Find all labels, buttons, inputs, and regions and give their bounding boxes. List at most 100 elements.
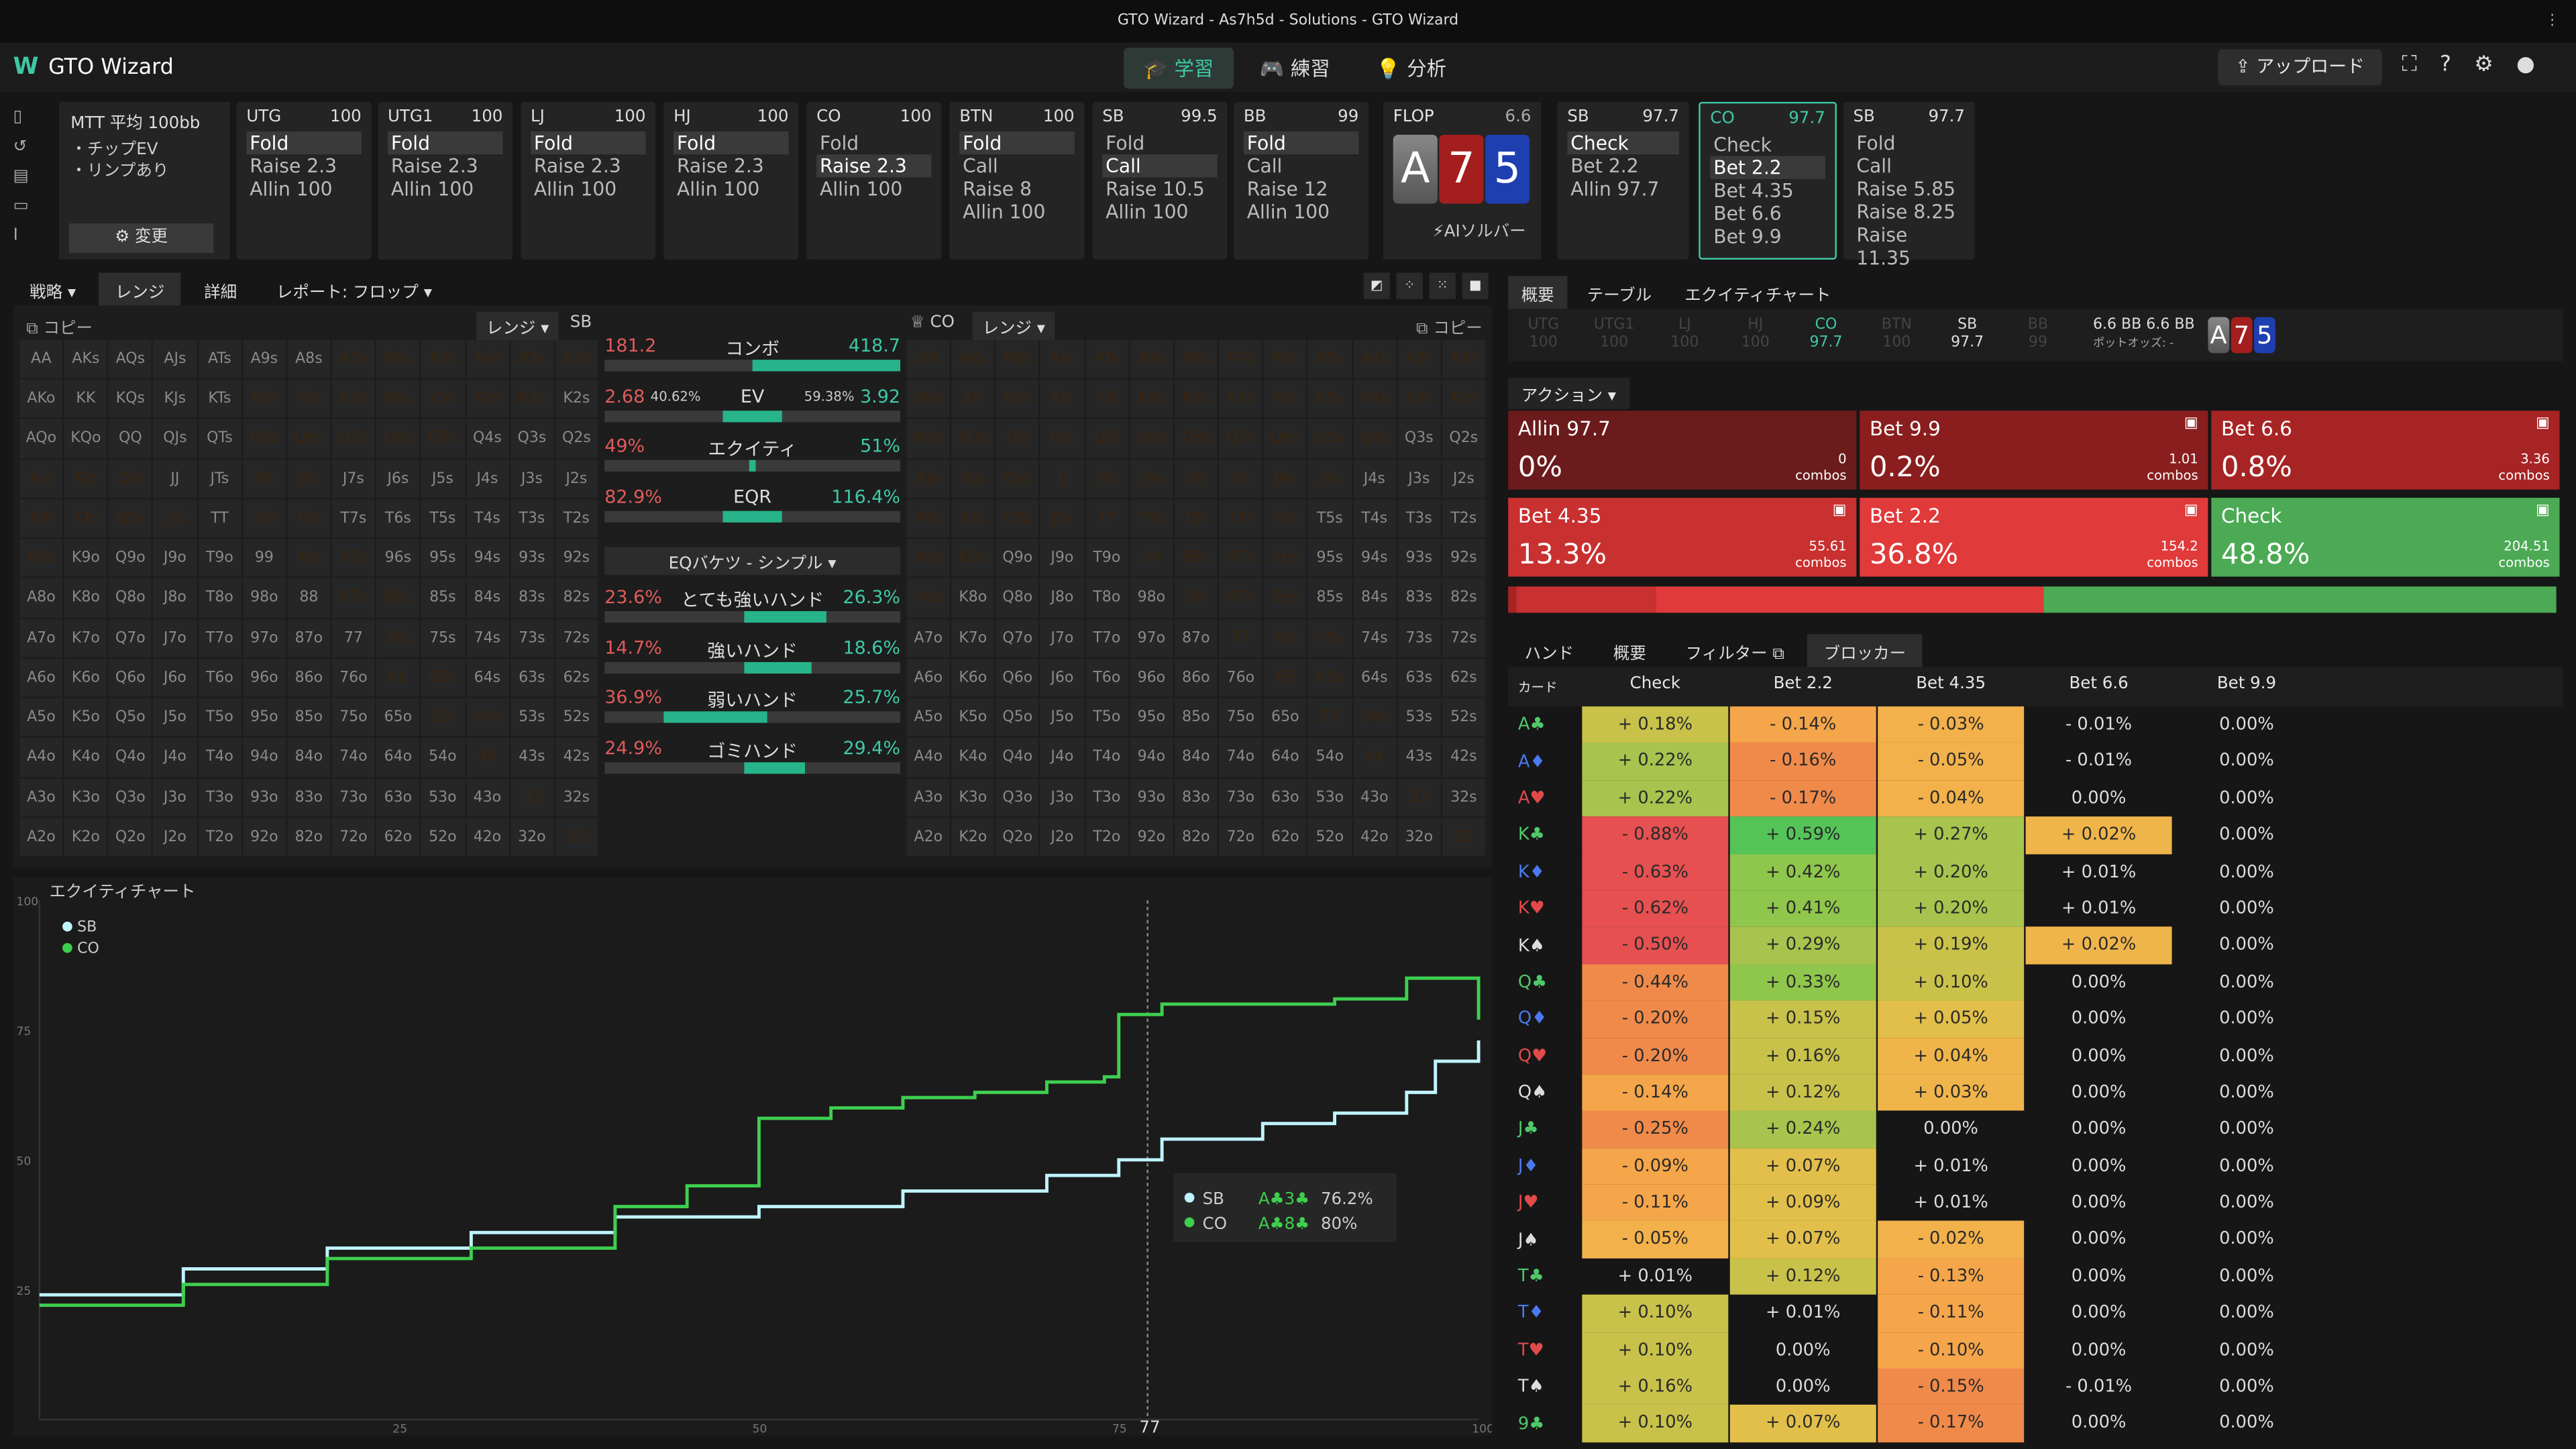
range-cell[interactable]: A3s	[1397, 339, 1441, 378]
range-cell[interactable]: T3s	[1397, 499, 1441, 538]
range-cell[interactable]: A5s	[1308, 339, 1352, 378]
range-cell[interactable]: 74s	[1352, 619, 1396, 657]
range-cell[interactable]: 85o	[287, 698, 331, 737]
range-cell[interactable]: 73o	[1219, 777, 1263, 816]
range-cell[interactable]: A3o	[906, 777, 950, 816]
range-cell[interactable]: K6s	[1263, 380, 1307, 419]
range-cell[interactable]: A5o	[906, 698, 950, 737]
range-cell[interactable]: J8s	[1174, 459, 1218, 498]
action-box-2[interactable]: Bet 6.6 0.8% 3.36 combos ▣	[2211, 411, 2560, 490]
range-cell[interactable]: 86s	[1263, 578, 1307, 617]
range-cell[interactable]: 53s	[1397, 698, 1441, 737]
range-cell[interactable]: 53s	[510, 698, 553, 737]
help-icon[interactable]: ?	[2440, 52, 2451, 78]
range-cell[interactable]: 94o	[1130, 738, 1173, 777]
range-cell[interactable]: Q8s	[287, 419, 331, 458]
range-cell[interactable]: 66	[1263, 658, 1307, 697]
range-cell[interactable]: 44	[466, 738, 509, 777]
range-cell[interactable]: J2o	[153, 818, 197, 856]
range-cell[interactable]: J5s	[421, 459, 464, 498]
action-option[interactable]: Raise 8.25	[1856, 200, 1956, 224]
range-cell[interactable]: QQ	[996, 419, 1039, 458]
range-cell[interactable]: 83s	[1397, 578, 1441, 617]
range-cell[interactable]: QTs	[198, 419, 241, 458]
range-cell[interactable]: 75o	[331, 698, 375, 737]
range-cell[interactable]: JTo	[1040, 499, 1084, 538]
range-cell[interactable]: 83o	[287, 777, 331, 816]
range-cell[interactable]: J8o	[153, 578, 197, 617]
text-icon[interactable]: Ⅰ	[13, 226, 18, 245]
range-cell[interactable]: T9o	[198, 539, 241, 578]
range-cell[interactable]: K8s	[287, 380, 331, 419]
gear-icon[interactable]: ⚙	[2474, 52, 2493, 78]
range-cell[interactable]: AKo	[906, 380, 950, 419]
range-cell[interactable]: A8o	[906, 578, 950, 617]
range-cell[interactable]: J2o	[1040, 818, 1084, 856]
position-chip-utg[interactable]: UTG 100	[1508, 317, 1578, 354]
range-cell[interactable]: T8o	[1085, 578, 1128, 617]
position-card-bb[interactable]: BB 99 Fold Call Raise 12 Allin 100	[1234, 101, 1369, 260]
range-cell[interactable]: 32o	[510, 818, 553, 856]
range-cell[interactable]: 88	[1174, 578, 1218, 617]
range-cell[interactable]: 87s	[331, 578, 375, 617]
layout-grid-icon[interactable]: ⁙	[1429, 272, 1456, 299]
range-cell[interactable]: A9s	[242, 339, 286, 378]
layout-single-icon[interactable]: ■	[1462, 272, 1489, 299]
range-cell[interactable]: T4o	[1085, 738, 1128, 777]
range-cell[interactable]: 76s	[1263, 619, 1307, 657]
action-option[interactable]: Raise 2.3	[250, 154, 337, 178]
position-card-btn[interactable]: BTN 100 Fold Call Raise 8 Allin 100	[949, 101, 1085, 260]
range-cell[interactable]: 97s	[1219, 539, 1263, 578]
range-cell[interactable]: 77	[331, 619, 375, 657]
range-cell[interactable]: A4o	[906, 738, 950, 777]
tab-overview[interactable]: 概要	[1508, 276, 1568, 311]
expand-icon[interactable]: ▣	[2184, 415, 2198, 433]
action-option[interactable]: Bet 6.6	[1713, 202, 1782, 225]
range-cell[interactable]: 65s	[421, 658, 464, 697]
tab-hands[interactable]: ハンド	[1508, 634, 1590, 668]
range-cell[interactable]: QJs	[153, 419, 197, 458]
range-cell[interactable]: K4o	[64, 738, 107, 777]
action-option[interactable]: Fold	[959, 131, 1075, 155]
range-cell[interactable]: 98o	[1130, 578, 1173, 617]
range-cell[interactable]: 84s	[466, 578, 509, 617]
range-cell[interactable]: 63o	[376, 777, 420, 816]
action-option[interactable]: Fold	[531, 131, 646, 155]
range-cell[interactable]: A4s	[1352, 339, 1396, 378]
range-cell[interactable]: 93s	[1397, 539, 1441, 578]
range-cell[interactable]: K5o	[951, 698, 995, 737]
range-cell[interactable]: 22	[1442, 818, 1485, 856]
range-cell[interactable]: 84o	[1174, 738, 1218, 777]
range-cell[interactable]: KK	[951, 380, 995, 419]
layout-small-grid-icon[interactable]: ⁘	[1396, 272, 1423, 299]
blocker-row[interactable]: Q♥ - 0.20% + 0.16% + 0.04% 0.00% 0.00%	[1508, 1037, 2563, 1075]
tab-report[interactable]: レポート: フロップ ▾	[276, 284, 433, 303]
range-cell[interactable]: 95o	[242, 698, 286, 737]
range-cell[interactable]: Q9o	[996, 539, 1039, 578]
range-cell[interactable]: T5o	[198, 698, 241, 737]
range-cell[interactable]: 62o	[376, 818, 420, 856]
range-cell[interactable]: 75o	[1219, 698, 1263, 737]
action-option[interactable]: Allin 100	[963, 200, 1046, 224]
range-cell[interactable]: 22	[555, 818, 598, 856]
range-cell[interactable]: 43o	[1352, 777, 1396, 816]
range-cell[interactable]: Q2s	[1442, 419, 1485, 458]
range-cell[interactable]: J5o	[153, 698, 197, 737]
blocker-row[interactable]: K♠ - 0.50% + 0.29% + 0.19% + 0.02% 0.00%	[1508, 927, 2563, 964]
range-cell[interactable]: A7o	[906, 619, 950, 657]
range-cell[interactable]: 65s	[1308, 658, 1352, 697]
range-cell[interactable]: 84s	[1352, 578, 1396, 617]
postflop-card-2[interactable]: SB 97.7 Fold Call Raise 5.85 Raise 8.25 Raise …	[1843, 101, 1975, 270]
range-cell[interactable]: J6s	[1263, 459, 1307, 498]
range-cell[interactable]: 98s	[287, 539, 331, 578]
range-cell[interactable]: K9s	[1130, 380, 1173, 419]
range-cell[interactable]: K9o	[951, 539, 995, 578]
range-cell[interactable]: 74s	[466, 619, 509, 657]
range-cell[interactable]: T6s	[1263, 499, 1307, 538]
range-cell[interactable]: K8s	[1174, 380, 1218, 419]
tab-filter[interactable]: フィルター ⧉	[1685, 645, 1784, 664]
range-cell[interactable]: T9s	[1130, 499, 1173, 538]
range-cell[interactable]: 98s	[1174, 539, 1218, 578]
range-cell[interactable]: 62s	[1442, 658, 1485, 697]
range-cell[interactable]: 43s	[510, 738, 553, 777]
